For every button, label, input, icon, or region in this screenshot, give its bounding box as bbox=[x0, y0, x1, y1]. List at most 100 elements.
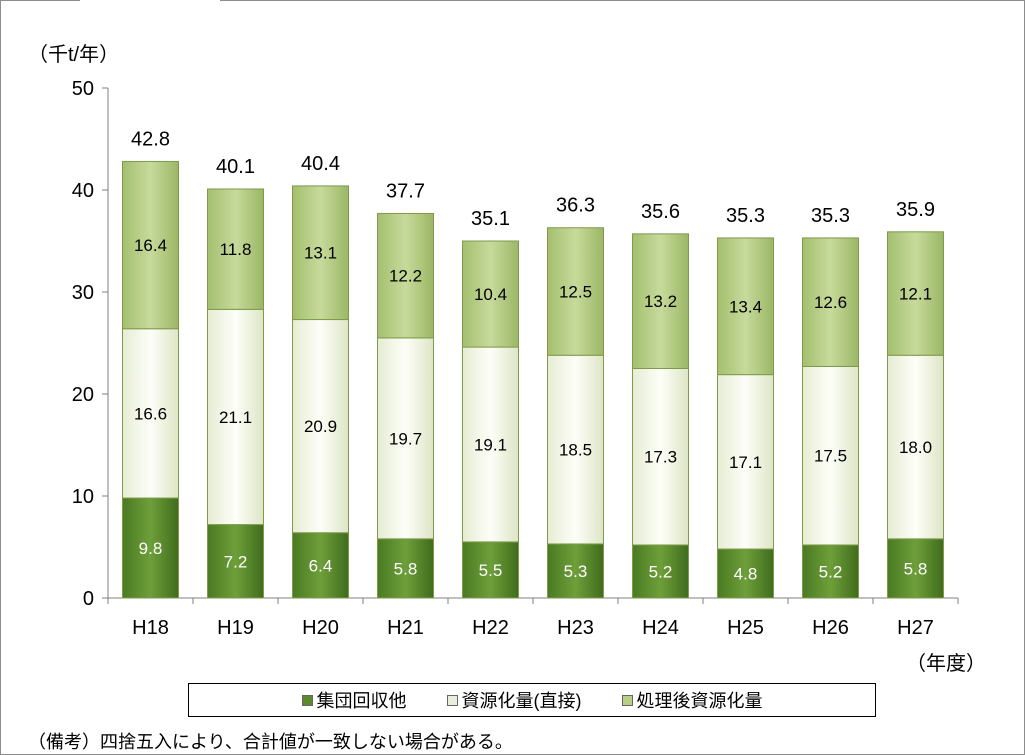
data-label-H21-0: 5.8 bbox=[394, 559, 418, 578]
data-label-H19-2: 11.8 bbox=[220, 240, 252, 259]
y-tick-label: 30 bbox=[72, 282, 94, 304]
bar-group-H26: 5.2 17.5 12.6 35.3 H26 bbox=[802, 205, 859, 639]
bar-segment-H20-1 bbox=[292, 319, 349, 534]
bar-segment-H22-2 bbox=[462, 240, 519, 348]
y-tick-label: 0 bbox=[83, 588, 94, 610]
x-tick-label-H26: H26 bbox=[812, 617, 849, 639]
bar-segment-H21-0 bbox=[377, 538, 434, 599]
legend-entry-after-treatment: 処理後資源化量 bbox=[621, 687, 763, 713]
bar-segment-H20-2 bbox=[292, 185, 349, 321]
x-tick-label-H25: H25 bbox=[727, 617, 764, 639]
bar-group-H24: 5.2 17.3 13.2 35.6 H24 bbox=[632, 201, 689, 639]
data-label-H24-1: 17.3 bbox=[644, 448, 677, 467]
total-label-H23: 36.3 bbox=[556, 195, 595, 217]
data-label-H20-1: 20.9 bbox=[304, 417, 337, 436]
bar-segment-H21-1 bbox=[377, 337, 434, 540]
x-tick-label-H18: H18 bbox=[132, 617, 169, 639]
total-label-H19: 40.1 bbox=[216, 156, 255, 178]
bar-group-H20: 6.4 20.9 13.1 40.4 H20 bbox=[292, 153, 349, 639]
data-label-H27-1: 18.0 bbox=[899, 438, 932, 457]
x-axis-label: （年度） bbox=[906, 652, 986, 675]
bar-segment-H26-0 bbox=[802, 544, 859, 599]
data-label-H25-1: 17.1 bbox=[729, 453, 762, 472]
data-label-H22-0: 5.5 bbox=[479, 561, 503, 580]
bar-group-H23: 5.3 18.5 12.5 36.3 H23 bbox=[547, 195, 604, 639]
bar-segment-H27-1 bbox=[887, 354, 944, 540]
data-label-H27-0: 5.8 bbox=[904, 559, 928, 578]
y-axis-label: （千t/年） bbox=[28, 43, 119, 66]
bar-segment-H19-2 bbox=[207, 188, 264, 310]
data-label-H24-0: 5.2 bbox=[649, 562, 673, 581]
bar-segment-H25-1 bbox=[717, 374, 774, 550]
y-tick-label: 20 bbox=[72, 384, 94, 406]
bar-group-H27: 5.8 18.0 12.1 35.9 H27 bbox=[887, 199, 944, 639]
data-label-H20-0: 6.4 bbox=[309, 556, 333, 575]
total-label-H26: 35.3 bbox=[811, 205, 850, 227]
x-tick-label-H24: H24 bbox=[642, 617, 679, 639]
bar-group-H22: 5.5 19.1 10.4 35.1 H22 bbox=[462, 208, 519, 639]
axes: 0 10 20 30 40 50 bbox=[72, 78, 959, 610]
legend-swatch-direct bbox=[446, 694, 458, 706]
bar-segment-H23-2 bbox=[547, 227, 604, 356]
data-label-H19-0: 7.2 bbox=[224, 552, 248, 571]
data-label-H26-2: 12.6 bbox=[814, 293, 847, 312]
bar-segment-H27-0 bbox=[887, 538, 944, 599]
data-label-H21-2: 12.2 bbox=[389, 267, 422, 286]
bar-segment-H18-0 bbox=[122, 497, 179, 599]
bars: 9.8 16.6 16.4 42.8 H18 7.2 21.1 11.8 40.1 H19 6.4 2… bbox=[122, 128, 944, 639]
bar-group-H19: 7.2 21.1 11.8 40.1 H19 bbox=[207, 156, 264, 639]
bar-segment-H18-2 bbox=[122, 160, 179, 330]
bar-segment-H25-2 bbox=[717, 237, 774, 376]
legend: 集団回収他 資源化量(直接) 処理後資源化量 bbox=[188, 683, 876, 717]
bar-segment-H22-0 bbox=[462, 541, 519, 599]
bar-segment-H22-1 bbox=[462, 346, 519, 543]
data-label-H21-1: 19.7 bbox=[389, 429, 422, 448]
data-label-H20-2: 13.1 bbox=[304, 244, 337, 263]
bar-group-H21: 5.8 19.7 12.2 37.7 H21 bbox=[377, 180, 434, 639]
bar-segment-H20-0 bbox=[292, 532, 349, 599]
bar-segment-H24-1 bbox=[632, 368, 689, 546]
total-label-H24: 35.6 bbox=[641, 201, 680, 223]
data-label-H18-1: 16.6 bbox=[134, 404, 167, 423]
x-tick-label-H19: H19 bbox=[217, 617, 254, 639]
bar-segment-H19-0 bbox=[207, 524, 264, 599]
data-label-H22-2: 10.4 bbox=[474, 285, 507, 304]
total-label-H22: 35.1 bbox=[471, 208, 510, 230]
data-label-H23-1: 18.5 bbox=[559, 441, 592, 460]
total-label-H21: 37.7 bbox=[386, 180, 425, 202]
legend-entry-collection: 集団回収他 bbox=[301, 687, 407, 713]
data-label-H26-0: 5.2 bbox=[819, 562, 843, 581]
data-label-H25-2: 13.4 bbox=[729, 297, 762, 316]
bar-segment-H23-1 bbox=[547, 354, 604, 545]
data-label-H19-1: 21.1 bbox=[219, 408, 252, 427]
y-tick-label: 40 bbox=[72, 180, 94, 202]
frame-notch bbox=[80, 0, 220, 3]
bar-segment-H18-1 bbox=[122, 328, 179, 499]
legend-label-collection: 集団回収他 bbox=[316, 691, 407, 711]
x-tick-label-H27: H27 bbox=[897, 617, 934, 639]
bar-segment-H24-0 bbox=[632, 544, 689, 599]
bar-segment-H25-0 bbox=[717, 548, 774, 599]
legend-entry-direct: 資源化量(直接) bbox=[446, 687, 582, 713]
bar-segment-H26-1 bbox=[802, 365, 859, 546]
data-label-H23-2: 12.5 bbox=[559, 282, 592, 301]
data-label-H26-1: 17.5 bbox=[814, 447, 847, 466]
data-label-H25-0: 4.8 bbox=[734, 565, 758, 584]
total-label-H27: 35.9 bbox=[896, 199, 935, 221]
bar-segment-H21-2 bbox=[377, 212, 434, 339]
bar-segment-H24-2 bbox=[632, 233, 689, 369]
legend-swatch-collection bbox=[301, 694, 313, 706]
data-label-H18-2: 16.4 bbox=[134, 236, 167, 255]
total-label-H18: 42.8 bbox=[131, 128, 170, 150]
footnote: （備考）四捨五入により、合計値が一致しない場合がある。 bbox=[28, 732, 513, 752]
data-label-H27-2: 12.1 bbox=[899, 285, 932, 304]
x-tick-label-H21: H21 bbox=[387, 617, 424, 639]
x-tick-label-H20: H20 bbox=[302, 617, 339, 639]
data-label-H24-2: 13.2 bbox=[644, 292, 677, 311]
y-tick-label: 10 bbox=[72, 486, 94, 508]
total-label-H25: 35.3 bbox=[726, 205, 765, 227]
bar-segment-H27-2 bbox=[887, 231, 944, 356]
legend-label-direct: 資源化量(直接) bbox=[461, 691, 582, 711]
data-label-H23-0: 5.3 bbox=[564, 562, 588, 581]
y-tick-label: 50 bbox=[72, 78, 94, 100]
